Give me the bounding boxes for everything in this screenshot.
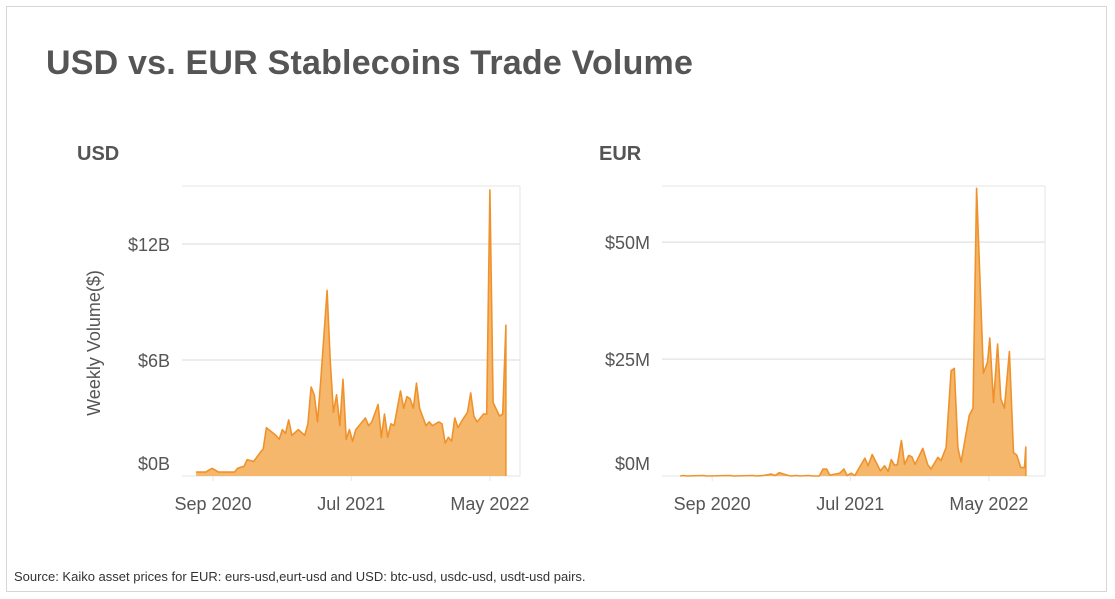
eur-chart-title: EUR <box>599 143 642 165</box>
y-tick-label: $0M <box>615 454 650 474</box>
plot-usd: $0B $6B $12B Sep 2020 Jul 2021 May 2022 Weekly… <box>84 185 529 514</box>
chart-frame <box>6 6 1107 592</box>
area-fill <box>196 189 506 476</box>
x-tick-label: Jul 2021 <box>816 494 884 514</box>
y-tick-label: $50M <box>605 233 650 253</box>
x-tick-label: Jul 2021 <box>317 494 385 514</box>
source-note: Source: Kaiko asset prices for EUR: eurs… <box>14 569 586 584</box>
usd-chart-title: USD <box>77 143 120 165</box>
x-tick-label: May 2022 <box>450 494 529 514</box>
area-fill <box>680 188 1026 477</box>
y-tick-label: $12B <box>128 235 170 255</box>
area-line <box>196 189 507 477</box>
x-tick-label: Sep 2020 <box>674 494 751 514</box>
area-line <box>680 187 1027 477</box>
x-tick-label: Sep 2020 <box>174 494 251 514</box>
y-tick-label: $0B <box>138 454 170 474</box>
x-tick-label: May 2022 <box>949 494 1028 514</box>
plot-eur: $0M $25M $50M Sep 2020 Jul 2021 May 2022 <box>605 185 1046 514</box>
y-tick-label: $25M <box>605 350 650 370</box>
y-axis-title: Weekly Volume($) <box>84 270 104 416</box>
y-tick-label: $6B <box>138 351 170 371</box>
page-title: USD vs. EUR Stablecoins Trade Volume <box>46 44 694 82</box>
